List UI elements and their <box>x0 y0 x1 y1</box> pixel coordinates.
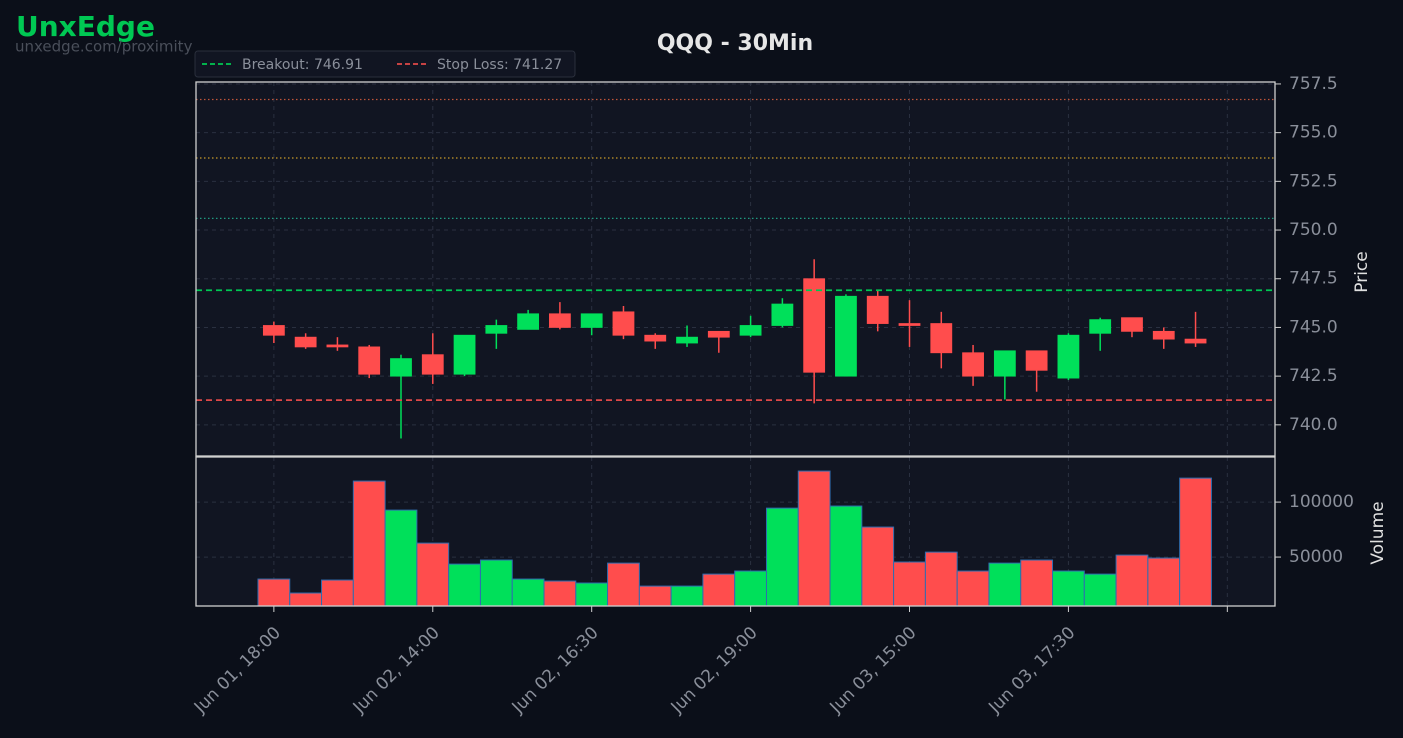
volume-bar <box>988 562 1022 607</box>
legend-label: Breakout: 746.91 <box>242 57 363 73</box>
volume-bar <box>575 582 609 607</box>
volume-bar <box>448 563 481 607</box>
volume-bar <box>702 573 736 607</box>
volume-bar <box>765 507 799 607</box>
candle-body <box>421 354 444 375</box>
candle-body <box>771 303 794 326</box>
candle-body <box>1184 338 1207 344</box>
candle-body <box>962 352 984 377</box>
volume-bar <box>734 570 767 607</box>
candle-body <box>866 295 889 324</box>
y-tick-label: 740.0 <box>1289 415 1338 435</box>
volume-bar <box>607 562 640 607</box>
candle-body <box>549 313 571 328</box>
candle-body <box>930 323 953 354</box>
volume-tick-label: 50000 <box>1289 547 1343 567</box>
volume-bar <box>1020 559 1054 607</box>
candle-body <box>326 344 349 348</box>
candle-body <box>294 336 317 348</box>
candle-body <box>898 323 921 326</box>
price-frame <box>195 81 1276 457</box>
candle-body <box>517 313 540 330</box>
candle-body <box>1025 350 1048 371</box>
candle-body <box>390 358 412 377</box>
candle-body <box>612 311 635 336</box>
candle-body <box>835 295 857 377</box>
volume-bar <box>1147 557 1181 607</box>
volume-bar <box>829 505 863 607</box>
candle-body <box>803 278 826 373</box>
brand-url: unxedge.com/proximity <box>15 38 193 56</box>
volume-bar <box>893 561 926 607</box>
volume-bar <box>638 585 672 607</box>
candle-body <box>1089 319 1112 334</box>
volume-bar <box>511 578 545 607</box>
candle-body <box>1152 330 1175 340</box>
y-tick-label: 752.5 <box>1289 171 1338 191</box>
candle-body <box>262 325 285 336</box>
volume-bar <box>861 526 895 607</box>
volume-bar <box>1179 477 1212 607</box>
candle-body <box>485 325 508 334</box>
volume-tick-label: 100000 <box>1289 492 1354 512</box>
volume-bar <box>1052 570 1085 607</box>
y-tick-label: 747.5 <box>1289 269 1338 289</box>
candle-body <box>707 330 730 338</box>
volume-axis-label: Volume <box>1368 501 1388 564</box>
y-tick-label: 757.5 <box>1289 74 1338 94</box>
y-tick-label: 750.0 <box>1289 220 1338 240</box>
chart-title: QQQ - 30Min <box>657 31 813 56</box>
y-tick-label: 742.5 <box>1289 366 1338 386</box>
candle-body <box>358 346 381 375</box>
legend <box>194 50 576 78</box>
y-tick-label: 755.0 <box>1289 123 1338 143</box>
volume-bar <box>956 570 990 607</box>
volume-bar <box>1115 554 1149 607</box>
candle-body <box>1057 334 1080 379</box>
y-tick-label: 745.0 <box>1289 317 1338 337</box>
volume-bar <box>924 551 958 607</box>
candle-body <box>453 334 476 375</box>
volume-bar <box>797 470 831 607</box>
candle-body <box>676 336 698 344</box>
candle-body <box>739 325 762 336</box>
volume-bar <box>670 585 704 607</box>
volume-bar <box>416 542 450 607</box>
candle-body <box>580 313 603 328</box>
candle-body <box>1121 317 1143 332</box>
y-axis-label: Price <box>1352 251 1372 292</box>
volume-frame <box>195 456 1276 607</box>
volume-bar <box>543 580 577 607</box>
volume-bar <box>384 509 418 607</box>
volume-bar <box>352 480 386 607</box>
volume-bar <box>479 559 513 607</box>
candle-body <box>644 334 667 342</box>
volume-bar <box>289 592 323 607</box>
volume-bar <box>321 579 354 607</box>
plot-layer <box>196 82 1275 607</box>
volume-bar <box>257 578 291 607</box>
brand: UnxEdge <box>16 10 155 43</box>
volume-bar <box>1083 573 1117 607</box>
candle-body <box>993 350 1016 377</box>
legend-label: Stop Loss: 741.27 <box>437 57 562 73</box>
price-panel <box>196 82 1275 456</box>
